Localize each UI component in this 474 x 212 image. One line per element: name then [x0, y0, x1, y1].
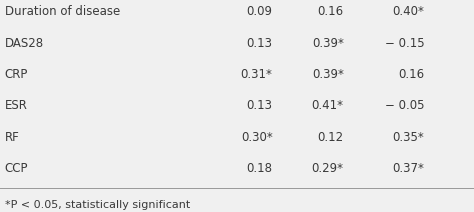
Text: 0.35*: 0.35*: [392, 131, 424, 144]
Text: 0.09: 0.09: [246, 5, 273, 18]
Text: 0.41*: 0.41*: [311, 99, 344, 112]
Text: − 0.15: − 0.15: [384, 37, 424, 50]
Text: RF: RF: [5, 131, 19, 144]
Text: 0.29*: 0.29*: [311, 162, 344, 175]
Text: ESR: ESR: [5, 99, 27, 112]
Text: 0.39*: 0.39*: [312, 68, 344, 81]
Text: Duration of disease: Duration of disease: [5, 5, 120, 18]
Text: 0.37*: 0.37*: [392, 162, 424, 175]
Text: CCP: CCP: [5, 162, 28, 175]
Text: 0.16: 0.16: [398, 68, 424, 81]
Text: 0.30*: 0.30*: [241, 131, 273, 144]
Text: 0.18: 0.18: [246, 162, 273, 175]
Text: DAS28: DAS28: [5, 37, 44, 50]
Text: 0.12: 0.12: [318, 131, 344, 144]
Text: CRP: CRP: [5, 68, 28, 81]
Text: 0.13: 0.13: [246, 37, 273, 50]
Text: 0.13: 0.13: [246, 99, 273, 112]
Text: 0.31*: 0.31*: [241, 68, 273, 81]
Text: *P < 0.05, statistically significant: *P < 0.05, statistically significant: [5, 200, 190, 210]
Text: 0.40*: 0.40*: [392, 5, 424, 18]
Text: − 0.05: − 0.05: [385, 99, 424, 112]
Text: 0.39*: 0.39*: [312, 37, 344, 50]
Text: 0.16: 0.16: [318, 5, 344, 18]
